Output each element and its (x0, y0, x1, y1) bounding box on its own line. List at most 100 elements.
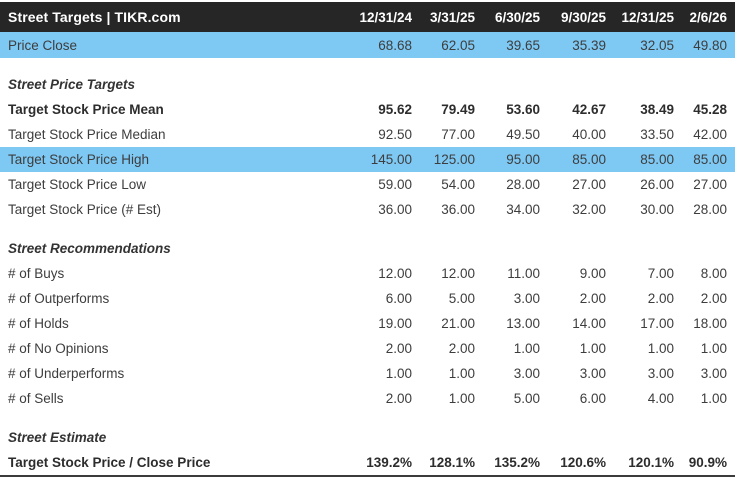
cell-value: 85.00 (640, 152, 674, 167)
cell-value: 3.00 (579, 366, 606, 381)
table-bottom-rule (0, 475, 735, 477)
row-price-close[interactable]: Price Close 68.68 62.05 39.65 35.39 32.05 49.8… (0, 32, 735, 58)
cell-value: 5.00 (448, 291, 475, 306)
cell-value: 2.00 (700, 291, 727, 306)
row-of-underperforms[interactable]: # of Underperforms 1.00 1.00 3.00 3.00 3.00 3.… (0, 361, 735, 386)
section-heading: Street Recommendations (0, 236, 735, 261)
cell-value: 145.00 (370, 152, 412, 167)
cell-value: 1.00 (700, 341, 727, 356)
cell-value: 68.68 (378, 37, 412, 53)
row-of-buys[interactable]: # of Buys 12.00 12.00 11.00 9.00 7.00 8.00 (0, 261, 735, 286)
row-label: Target Stock Price / Close Price (8, 455, 211, 470)
cell-value: 13.00 (506, 316, 540, 331)
cell-value: 9.00 (579, 266, 606, 281)
row-of-no-opinions[interactable]: # of No Opinions 2.00 2.00 1.00 1.00 1.00 1.00 (0, 336, 735, 361)
cell-value: 5.00 (513, 391, 540, 406)
row-of-sells[interactable]: # of Sells 2.00 1.00 5.00 6.00 4.00 1.00 (0, 386, 735, 411)
cell-value: 18.00 (693, 316, 727, 331)
cell-value: 59.00 (378, 177, 412, 192)
cell-value: 95.62 (378, 102, 412, 117)
section-heading-label: Street Estimate (8, 430, 107, 445)
row-target-stock-price-high[interactable]: Target Stock Price High 145.00 125.00 95.00… (0, 147, 735, 172)
cell-value: 21.00 (441, 316, 475, 331)
cell-value: 35.39 (572, 37, 606, 53)
section-heading: Street Price Targets (0, 72, 735, 97)
row-target-stock-price-close-price[interactable]: Target Stock Price / Close Price 139.2% 12… (0, 450, 735, 475)
section-spacer (0, 58, 735, 72)
cell-value: 19.00 (378, 316, 412, 331)
cell-value: 139.2% (366, 455, 412, 470)
cell-value: 2.00 (385, 391, 412, 406)
cell-value: 33.50 (640, 127, 674, 142)
row-label: # of No Opinions (8, 341, 109, 356)
cell-value: 49.80 (693, 37, 727, 53)
cell-value: 28.00 (693, 202, 727, 217)
row-label: Target Stock Price High (8, 152, 150, 167)
cell-value: 1.00 (448, 391, 475, 406)
cell-value: 125.00 (433, 152, 475, 167)
cell-value: 39.65 (506, 37, 540, 53)
cell-value: 6.00 (385, 291, 412, 306)
cell-value: 3.00 (700, 366, 727, 381)
row-target-stock-price-mean[interactable]: Target Stock Price Mean 95.62 79.49 53.60 42… (0, 97, 735, 122)
cell-value: 54.00 (441, 177, 475, 192)
cell-value: 3.00 (513, 366, 540, 381)
cell-value: 45.28 (693, 102, 727, 117)
cell-value: 30.00 (640, 202, 674, 217)
row-label: # of Buys (8, 266, 65, 281)
cell-value: 2.00 (385, 341, 412, 356)
row-target-stock-price-median[interactable]: Target Stock Price Median 92.50 77.00 49.50… (0, 122, 735, 147)
section-spacer (0, 222, 735, 236)
row-label: Target Stock Price (# Est) (8, 202, 162, 217)
cell-value: 1.00 (513, 341, 540, 356)
column-header: 3/31/25 (429, 9, 475, 25)
cell-value: 38.49 (640, 102, 674, 117)
cell-value: 92.50 (378, 127, 412, 142)
section-heading: Street Estimate (0, 425, 735, 450)
cell-value: 32.00 (572, 202, 606, 217)
cell-value: 42.00 (693, 127, 727, 142)
cell-value: 6.00 (579, 391, 606, 406)
cell-value: 7.00 (647, 266, 674, 281)
cell-value: 135.2% (494, 455, 540, 470)
cell-value: 34.00 (506, 202, 540, 217)
cell-value: 95.00 (506, 152, 540, 167)
cell-value: 26.00 (640, 177, 674, 192)
cell-value: 85.00 (693, 152, 727, 167)
cell-value: 11.00 (507, 266, 540, 281)
cell-value: 42.67 (572, 102, 606, 117)
cell-value: 1.00 (700, 391, 727, 406)
cell-value: 1.00 (579, 341, 606, 356)
table-title: Street Targets | TIKR.com (8, 9, 181, 25)
cell-value: 1.00 (385, 366, 412, 381)
cell-value: 120.1% (628, 455, 674, 470)
cell-value: 53.60 (506, 102, 540, 117)
row-label: # of Underperforms (8, 366, 125, 381)
section-heading-label: Street Price Targets (8, 77, 136, 92)
cell-value: 128.1% (429, 455, 475, 470)
cell-value: 2.00 (579, 291, 606, 306)
row-label: # of Holds (8, 316, 69, 331)
cell-value: 3.00 (647, 366, 674, 381)
row-target-stock-price-est[interactable]: Target Stock Price (# Est) 36.00 36.00 34.0… (0, 197, 735, 222)
cell-value: 3.00 (513, 291, 540, 306)
column-header: 6/30/25 (494, 9, 540, 25)
cell-value: 28.00 (506, 177, 540, 192)
row-of-outperforms[interactable]: # of Outperforms 6.00 5.00 3.00 2.00 2.00 2.00 (0, 286, 735, 311)
cell-value: 49.50 (506, 127, 540, 142)
cell-value: 2.00 (647, 291, 674, 306)
row-of-holds[interactable]: # of Holds 19.00 21.00 13.00 14.00 17.00 18.00 (0, 311, 735, 336)
section-spacer (0, 411, 735, 425)
row-label: Target Stock Price Low (8, 177, 147, 192)
cell-value: 36.00 (378, 202, 412, 217)
row-label: Price Close (8, 37, 78, 53)
cell-value: 85.00 (572, 152, 606, 167)
cell-value: 27.00 (572, 177, 606, 192)
cell-value: 1.00 (647, 341, 674, 356)
cell-value: 17.00 (640, 316, 674, 331)
cell-value: 12.00 (378, 266, 412, 281)
row-label: Target Stock Price Median (8, 127, 166, 142)
column-header: 12/31/24 (359, 9, 412, 25)
cell-value: 77.00 (441, 127, 475, 142)
row-target-stock-price-low[interactable]: Target Stock Price Low 59.00 54.00 28.00 27.… (0, 172, 735, 197)
